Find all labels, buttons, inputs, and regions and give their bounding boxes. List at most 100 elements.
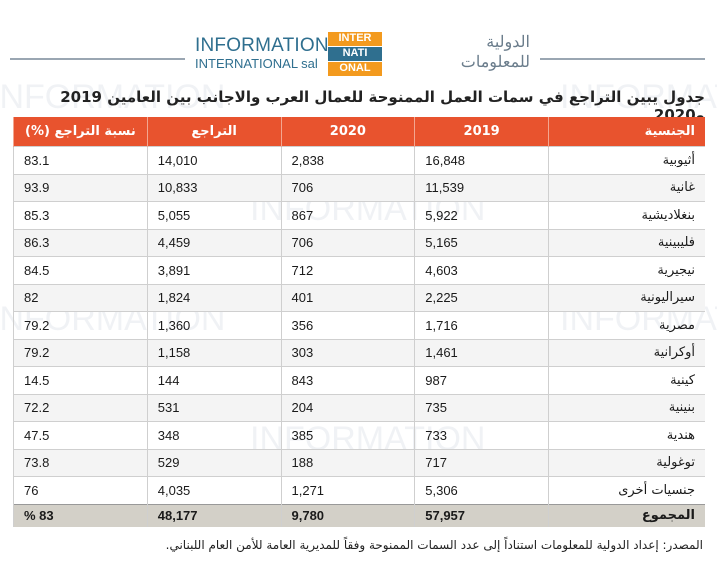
cell-2019: 5,306 [414,476,549,504]
cell-2020: 843 [280,366,415,394]
cell-2019: 1,461 [414,338,549,367]
header-divider-left [10,58,185,60]
cell-2020: 2,838 [280,146,415,174]
cell-2019: 4,603 [414,256,549,284]
cell-2019: 1,716 [414,311,549,339]
cell-decline: 1,824 [146,283,281,312]
cell-decline: 3,891 [146,256,281,284]
cell-decline-percent: 93.9 [13,173,148,202]
logo-mark-line3: ONAL [328,62,382,76]
cell-decline-percent: 47.5 [13,421,148,449]
cell-decline-percent: 83.1 [13,146,148,174]
cell-decline-percent: 84.5 [13,256,148,284]
table-total-row: المجموع 57,957 9,780 48,177 83 % [13,503,705,527]
table-row: فليبينية 5,165 706 4,459 86.3 [13,228,705,257]
cell-2019: 16,848 [414,146,549,174]
cell-2020: 1,271 [280,476,415,504]
cell-2019: 5,165 [414,228,549,257]
table-row: جنسيات أخرى 5,306 1,271 4,035 76 [13,476,705,504]
column-header-nationality: الجنسية [548,117,705,147]
cell-2020: 356 [280,311,415,339]
cell-2020: 385 [280,421,415,449]
cell-2020: 303 [280,338,415,367]
cell-decline: 531 [146,393,281,422]
cell-nationality: بنينية [548,393,705,422]
table-row: توغولية 717 188 529 73.8 [13,448,705,477]
table-row: بنغلاديشية 5,922 867 5,055 85.3 [13,201,705,229]
cell-2020: 867 [280,201,415,229]
cell-decline-percent: 73.8 [13,448,148,477]
table-row: نيجيرية 4,603 712 3,891 84.5 [13,256,705,284]
header: INFORMATION INTERNATIONAL sal INTER NATI… [0,0,717,80]
cell-decline: 144 [146,366,281,394]
cell-2020: 204 [280,393,415,422]
cell-decline-percent: 72.2 [13,393,148,422]
cell-decline-percent: 85.3 [13,201,148,229]
cell-2020: 706 [280,228,415,257]
logo-arabic: الدولية للمعلومات [390,32,530,76]
cell-2020: 706 [280,173,415,202]
column-header-2020: 2020 [280,117,415,147]
cell-nationality: هندية [548,421,705,449]
cell-decline: 14,010 [146,146,281,174]
logo-mark-line2: NATI [328,47,382,61]
cell-nationality: أثيوبية [548,146,705,174]
cell-nationality: بنغلاديشية [548,201,705,229]
cell-decline: 4,459 [146,228,281,257]
table-row: بنينية 735 204 531 72.2 [13,393,705,422]
cell-2019: 5,922 [414,201,549,229]
cell-nationality: سيراليونية [548,283,705,312]
total-2019: 57,957 [414,503,549,527]
cell-nationality: أوكرانية [548,338,705,367]
cell-decline: 10,833 [146,173,281,202]
cell-decline: 529 [146,448,281,477]
cell-2019: 11,539 [414,173,549,202]
cell-nationality: غانية [548,173,705,202]
total-2020: 9,780 [280,503,415,527]
cell-2019: 733 [414,421,549,449]
source-note: المصدر: إعداد الدولية للمعلومات استناداً… [165,538,703,552]
cell-2020: 712 [280,256,415,284]
cell-2020: 188 [280,448,415,477]
table-row: غانية 11,539 706 10,833 93.9 [13,173,705,202]
cell-nationality: مصرية [548,311,705,339]
cell-nationality: فليبينية [548,228,705,257]
cell-decline-percent: 79.2 [13,338,148,367]
logo-ar-line1: الدولية [486,32,530,51]
cell-decline: 4,035 [146,476,281,504]
cell-nationality: توغولية [548,448,705,477]
cell-decline-percent: 79.2 [13,311,148,339]
column-header-decline: التراجع [146,117,281,147]
cell-decline-percent: 86.3 [13,228,148,257]
cell-decline: 5,055 [146,201,281,229]
logo-mark-icon: INTER NATI ONAL [328,32,382,78]
table-row: كينية 987 843 144 14.5 [13,366,705,394]
column-header-2019: 2019 [414,117,549,147]
cell-2019: 2,225 [414,283,549,312]
cell-nationality: كينية [548,366,705,394]
total-decline-percent: 83 % [13,503,148,527]
cell-decline: 348 [146,421,281,449]
table-header-row: الجنسية 2019 2020 التراجع نسبة التراجع (… [13,117,705,147]
total-label: المجموع [548,503,705,527]
cell-nationality: نيجيرية [548,256,705,284]
cell-decline: 1,158 [146,338,281,367]
table-row: هندية 733 385 348 47.5 [13,421,705,449]
cell-2020: 401 [280,283,415,312]
total-decline: 48,177 [146,503,281,527]
logo-ar-line2: للمعلومات [460,52,530,71]
cell-decline-percent: 14.5 [13,366,148,394]
column-header-decline-percent: نسبة التراجع (%) [13,117,148,147]
logo-mark-line1: INTER [328,32,382,46]
table-row: أثيوبية 16,848 2,838 14,010 83.1 [13,146,705,174]
cell-nationality: جنسيات أخرى [548,476,705,504]
cell-2019: 717 [414,448,549,477]
logo-english: INFORMATION INTERNATIONAL sal [195,36,329,71]
cell-decline-percent: 76 [13,476,148,504]
cell-decline-percent: 82 [13,283,148,312]
table-row: سيراليونية 2,225 401 1,824 82 [13,283,705,312]
header-divider-right [540,58,705,60]
table-row: مصرية 1,716 356 1,360 79.2 [13,311,705,339]
logo-en-line2: INTERNATIONAL sal [195,56,318,71]
table-row: أوكرانية 1,461 303 1,158 79.2 [13,338,705,367]
